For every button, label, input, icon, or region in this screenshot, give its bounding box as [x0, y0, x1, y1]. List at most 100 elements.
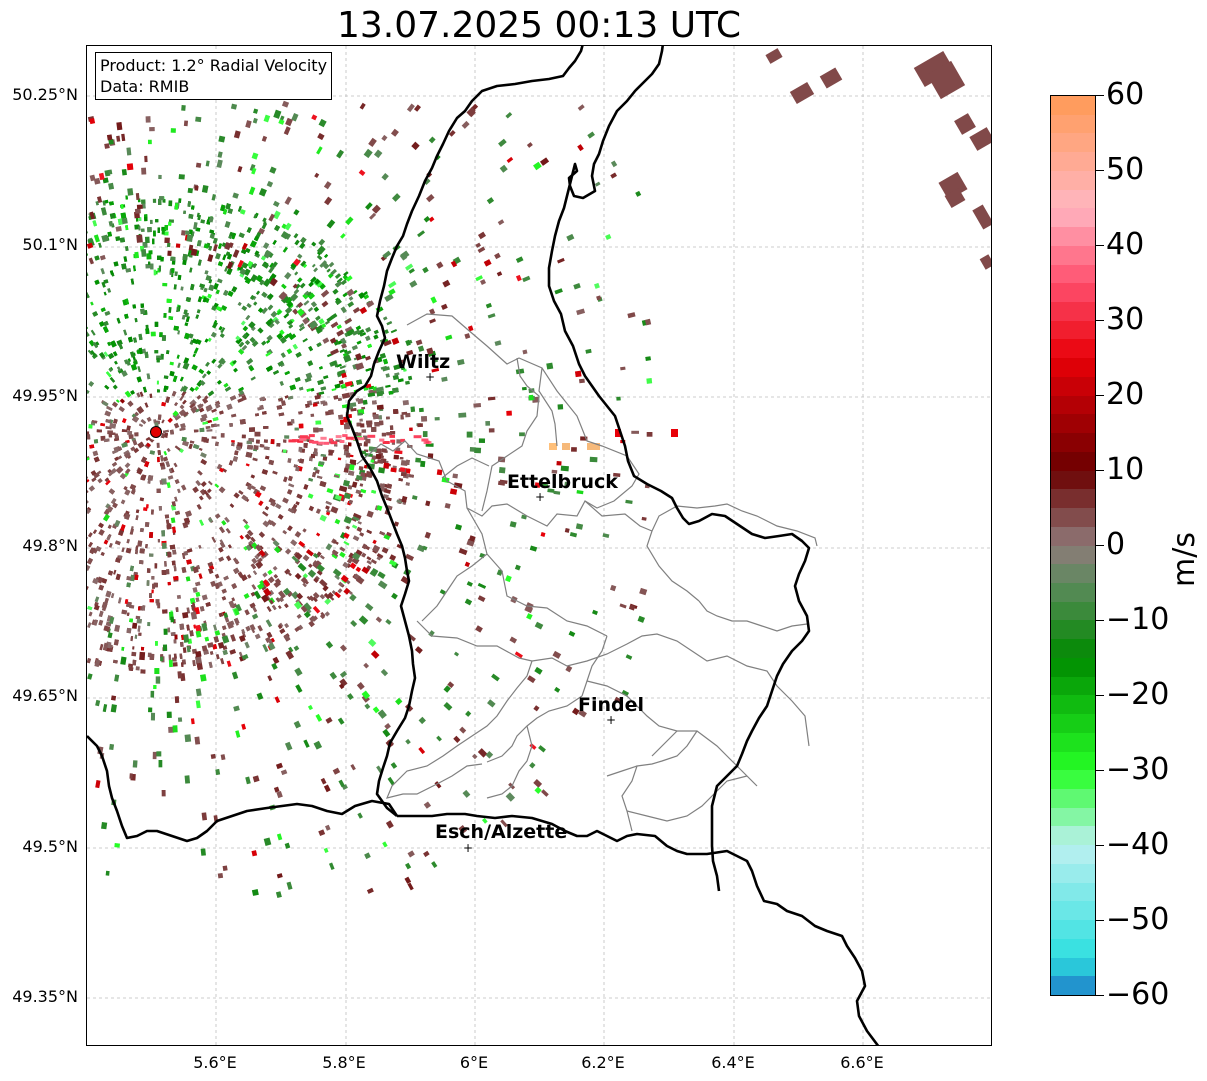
colorbar-segment	[1051, 526, 1095, 547]
colorbar-segment	[1051, 582, 1095, 603]
colorbar-tick	[1096, 695, 1104, 696]
colorbar-tick	[1096, 995, 1104, 996]
colorbar-segment	[1051, 302, 1095, 322]
colorbar-tick	[1096, 920, 1104, 921]
colorbar-segment	[1051, 133, 1095, 154]
lon-label-5.8: 5.8°E	[322, 1053, 366, 1072]
colorbar-tick-label: −40	[1106, 827, 1170, 862]
colorbar-segment	[1051, 788, 1095, 809]
colorbar-segment	[1051, 901, 1095, 922]
colorbar-segment	[1051, 339, 1095, 360]
lon-label-6.2: 6.2°E	[581, 1053, 625, 1072]
radar-echoes	[87, 48, 991, 899]
lat-label-50.25: 50.25°N	[12, 85, 78, 104]
colorbar-segment	[1051, 826, 1095, 847]
product-info-box: Product: 1.2° Radial Velocity Data: RMIB	[95, 52, 333, 100]
colorbar-tick	[1096, 770, 1104, 771]
colorbar-tick-label: 50	[1106, 152, 1145, 187]
colorbar-segment	[1051, 320, 1095, 341]
colorbar-segment	[1051, 189, 1095, 210]
lat-label-49.5: 49.5°N	[22, 837, 78, 856]
colorbar-segment	[1051, 732, 1095, 753]
colorbar-segment	[1051, 414, 1095, 435]
colorbar-segment	[1051, 751, 1095, 772]
colorbar-tick-label: 40	[1106, 227, 1145, 262]
city-marker-wiltz: +	[425, 370, 436, 384]
colorbar-segment	[1051, 714, 1095, 734]
colorbar-segment	[1051, 264, 1095, 285]
colorbar-segment	[1051, 114, 1095, 135]
colorbar-segment	[1051, 695, 1095, 716]
colorbar-tick	[1096, 620, 1104, 621]
colorbar-tick	[1096, 320, 1104, 321]
colorbar-segment	[1051, 845, 1095, 865]
city-marker-findel: +	[606, 713, 617, 727]
colorbar-segment	[1051, 152, 1095, 172]
colorbar-tick-label: −30	[1106, 752, 1170, 787]
colorbar-tick	[1096, 395, 1104, 396]
colorbar-segment	[1051, 245, 1095, 266]
colorbar-segment	[1051, 227, 1095, 247]
colorbar-segment	[1051, 957, 1095, 978]
colorbar-segment	[1051, 564, 1095, 584]
city-label-esch-alzette: Esch/Alzette	[435, 821, 568, 843]
lon-label-6.4: 6.4°E	[711, 1053, 755, 1072]
data-source-label: Data: RMIB	[100, 77, 190, 96]
colorbar-segment	[1051, 545, 1095, 566]
colorbar-tick-label: −60	[1106, 977, 1170, 1012]
colorbar-segment	[1051, 358, 1095, 378]
velocity-colorbar	[1050, 95, 1096, 996]
colorbar-segment	[1051, 283, 1095, 303]
colorbar-segment	[1051, 920, 1095, 940]
city-marker-ettelbruck: +	[535, 490, 546, 504]
colorbar-segment	[1051, 208, 1095, 229]
colorbar-tick-label: 0	[1106, 527, 1126, 562]
map-canvas	[87, 46, 991, 1045]
lat-label-49.95: 49.95°N	[12, 386, 78, 405]
colorbar-tick-label: −50	[1106, 902, 1170, 937]
colorbar-segment	[1051, 620, 1095, 641]
colorbar-segment	[1051, 489, 1095, 510]
map-title: 13.07.2025 00:13 UTC	[336, 5, 742, 46]
colorbar-tick-label: −20	[1106, 677, 1170, 712]
colorbar-segment	[1051, 863, 1095, 884]
colorbar-segment	[1051, 170, 1095, 191]
colorbar-segment	[1051, 470, 1095, 491]
colorbar-segment	[1051, 938, 1095, 959]
colorbar-segment	[1051, 433, 1095, 453]
colorbar-tick-label: 10	[1106, 452, 1145, 487]
city-label-findel: Findel	[578, 694, 645, 716]
colorbar-tick	[1096, 95, 1104, 96]
colorbar-tick	[1096, 245, 1104, 246]
lat-label-49.35: 49.35°N	[12, 987, 78, 1006]
colorbar-segment	[1051, 96, 1095, 116]
colorbar-unit-label: m/s	[1167, 532, 1202, 588]
colorbar-tick	[1096, 545, 1104, 546]
canton-borders	[356, 313, 818, 832]
colorbar-segment	[1051, 976, 1095, 995]
country-borders	[87, 46, 880, 1045]
colorbar-segment	[1051, 395, 1095, 416]
colorbar-segment	[1051, 508, 1095, 528]
lat-label-50.1: 50.1°N	[22, 235, 78, 254]
radar-site-marker	[148, 426, 162, 440]
colorbar-tick-label: 20	[1106, 377, 1145, 412]
colorbar-tick	[1096, 845, 1104, 846]
colorbar-tick-label: −10	[1106, 602, 1170, 637]
lon-label-5.6: 5.6°E	[193, 1053, 237, 1072]
city-label-wiltz: Wiltz	[396, 351, 451, 373]
lat-label-49.8: 49.8°N	[22, 536, 78, 555]
colorbar-tick	[1096, 170, 1104, 171]
city-label-ettelbruck: Ettelbruck	[507, 471, 618, 493]
colorbar-segment	[1051, 601, 1095, 622]
colorbar-segment	[1051, 376, 1095, 397]
colorbar-segment	[1051, 770, 1095, 790]
colorbar-segment	[1051, 657, 1095, 678]
radar-map[interactable]	[86, 45, 992, 1046]
colorbar-tick	[1096, 470, 1104, 471]
city-marker-esch-alzette: +	[463, 841, 474, 855]
colorbar-tick-label: 30	[1106, 302, 1145, 337]
colorbar-segment	[1051, 639, 1095, 659]
colorbar-segment	[1051, 807, 1095, 828]
colorbar-tick-label: 60	[1106, 77, 1145, 112]
